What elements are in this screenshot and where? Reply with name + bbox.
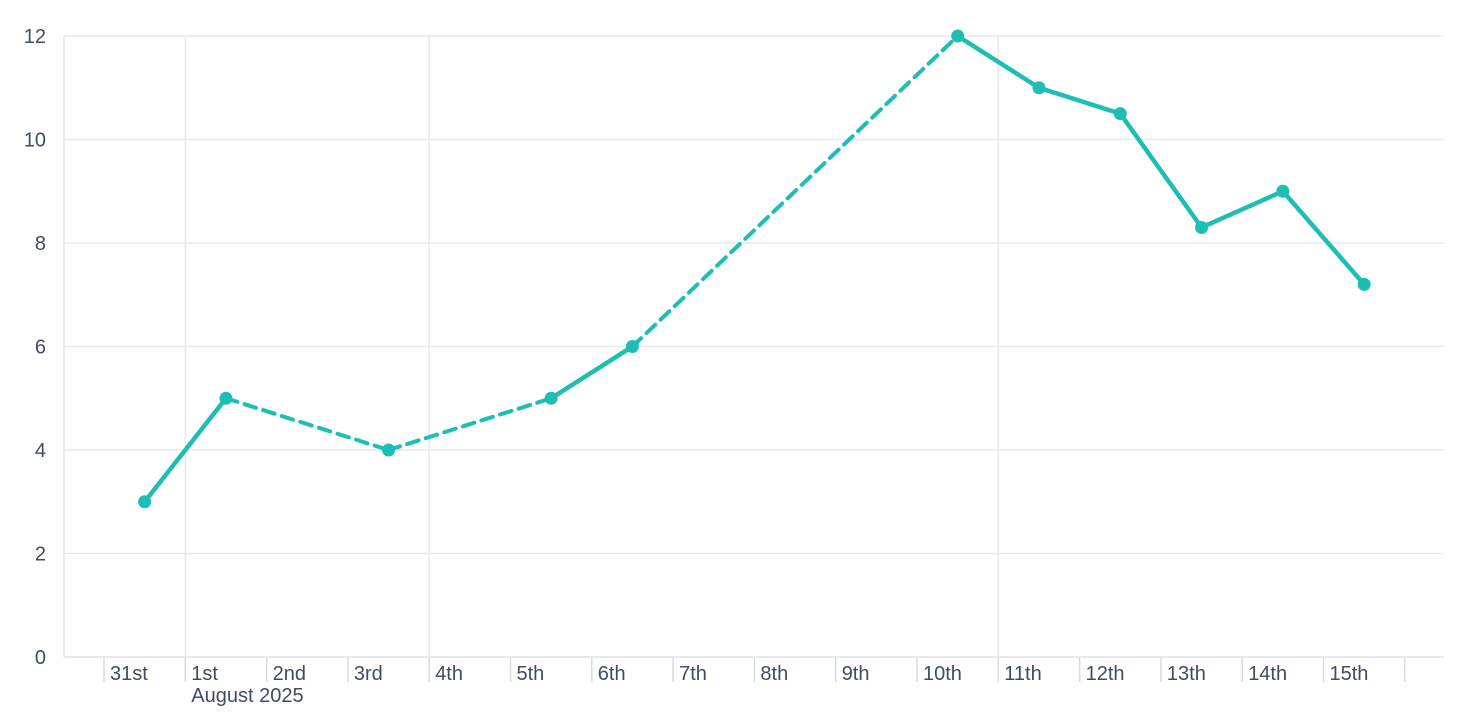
data-point-marker[interactable] [1195,220,1209,234]
series-segment-dashed [223,396,391,452]
x-axis-label: 2nd [273,663,306,685]
x-axis-label: 3rd [354,663,383,685]
data-point-marker[interactable] [1276,184,1290,198]
x-axis-label: 12th [1086,663,1125,685]
data-point-marker[interactable] [951,29,965,43]
data-point-marker[interactable] [382,443,396,457]
y-axis-label: 2 [35,544,46,566]
series-segment-dashed [386,396,554,452]
y-axis-label: 4 [35,440,46,462]
series-segment-solid [1199,189,1286,230]
x-axis-label: 11th [1004,663,1041,685]
x-axis-label: 14th [1248,663,1287,685]
data-point-marker[interactable] [219,391,233,405]
y-axis-label: 8 [35,233,46,255]
series-segment-solid [955,33,1042,90]
x-axis-month-label: August 2025 [191,685,303,707]
x-axis-label: 9th [842,663,870,685]
series-segment-solid [142,396,229,504]
data-point-marker[interactable] [1113,107,1127,121]
series-segment-solid [1036,85,1123,116]
data-point-marker[interactable] [1032,81,1046,95]
series-segment-solid [1118,111,1204,230]
x-axis-label: 31st [110,663,148,685]
series-segment-dashed [630,34,960,349]
x-axis-label: 10th [923,663,962,685]
data-point-marker[interactable] [625,340,639,353]
x-axis-label: 15th [1330,663,1369,685]
x-axis-label: 4th [435,663,463,685]
series-segment-solid [1280,189,1367,287]
x-axis-label: 5th [517,663,545,685]
data-point-marker[interactable] [544,391,558,405]
data-point-marker[interactable] [1357,277,1371,291]
x-axis-label: 8th [760,663,788,685]
y-axis-label: 12 [24,26,46,48]
y-axis-label: 0 [35,647,46,669]
x-axis-label: 6th [598,663,626,685]
x-axis-label: 13th [1167,663,1206,685]
y-axis-label: 10 [24,130,46,152]
y-axis-label: 6 [35,337,46,359]
x-axis-label: 1st [191,663,218,685]
x-axis-label: 7th [679,663,707,685]
data-point-marker[interactable] [138,495,152,509]
series-segment-solid [548,344,635,401]
